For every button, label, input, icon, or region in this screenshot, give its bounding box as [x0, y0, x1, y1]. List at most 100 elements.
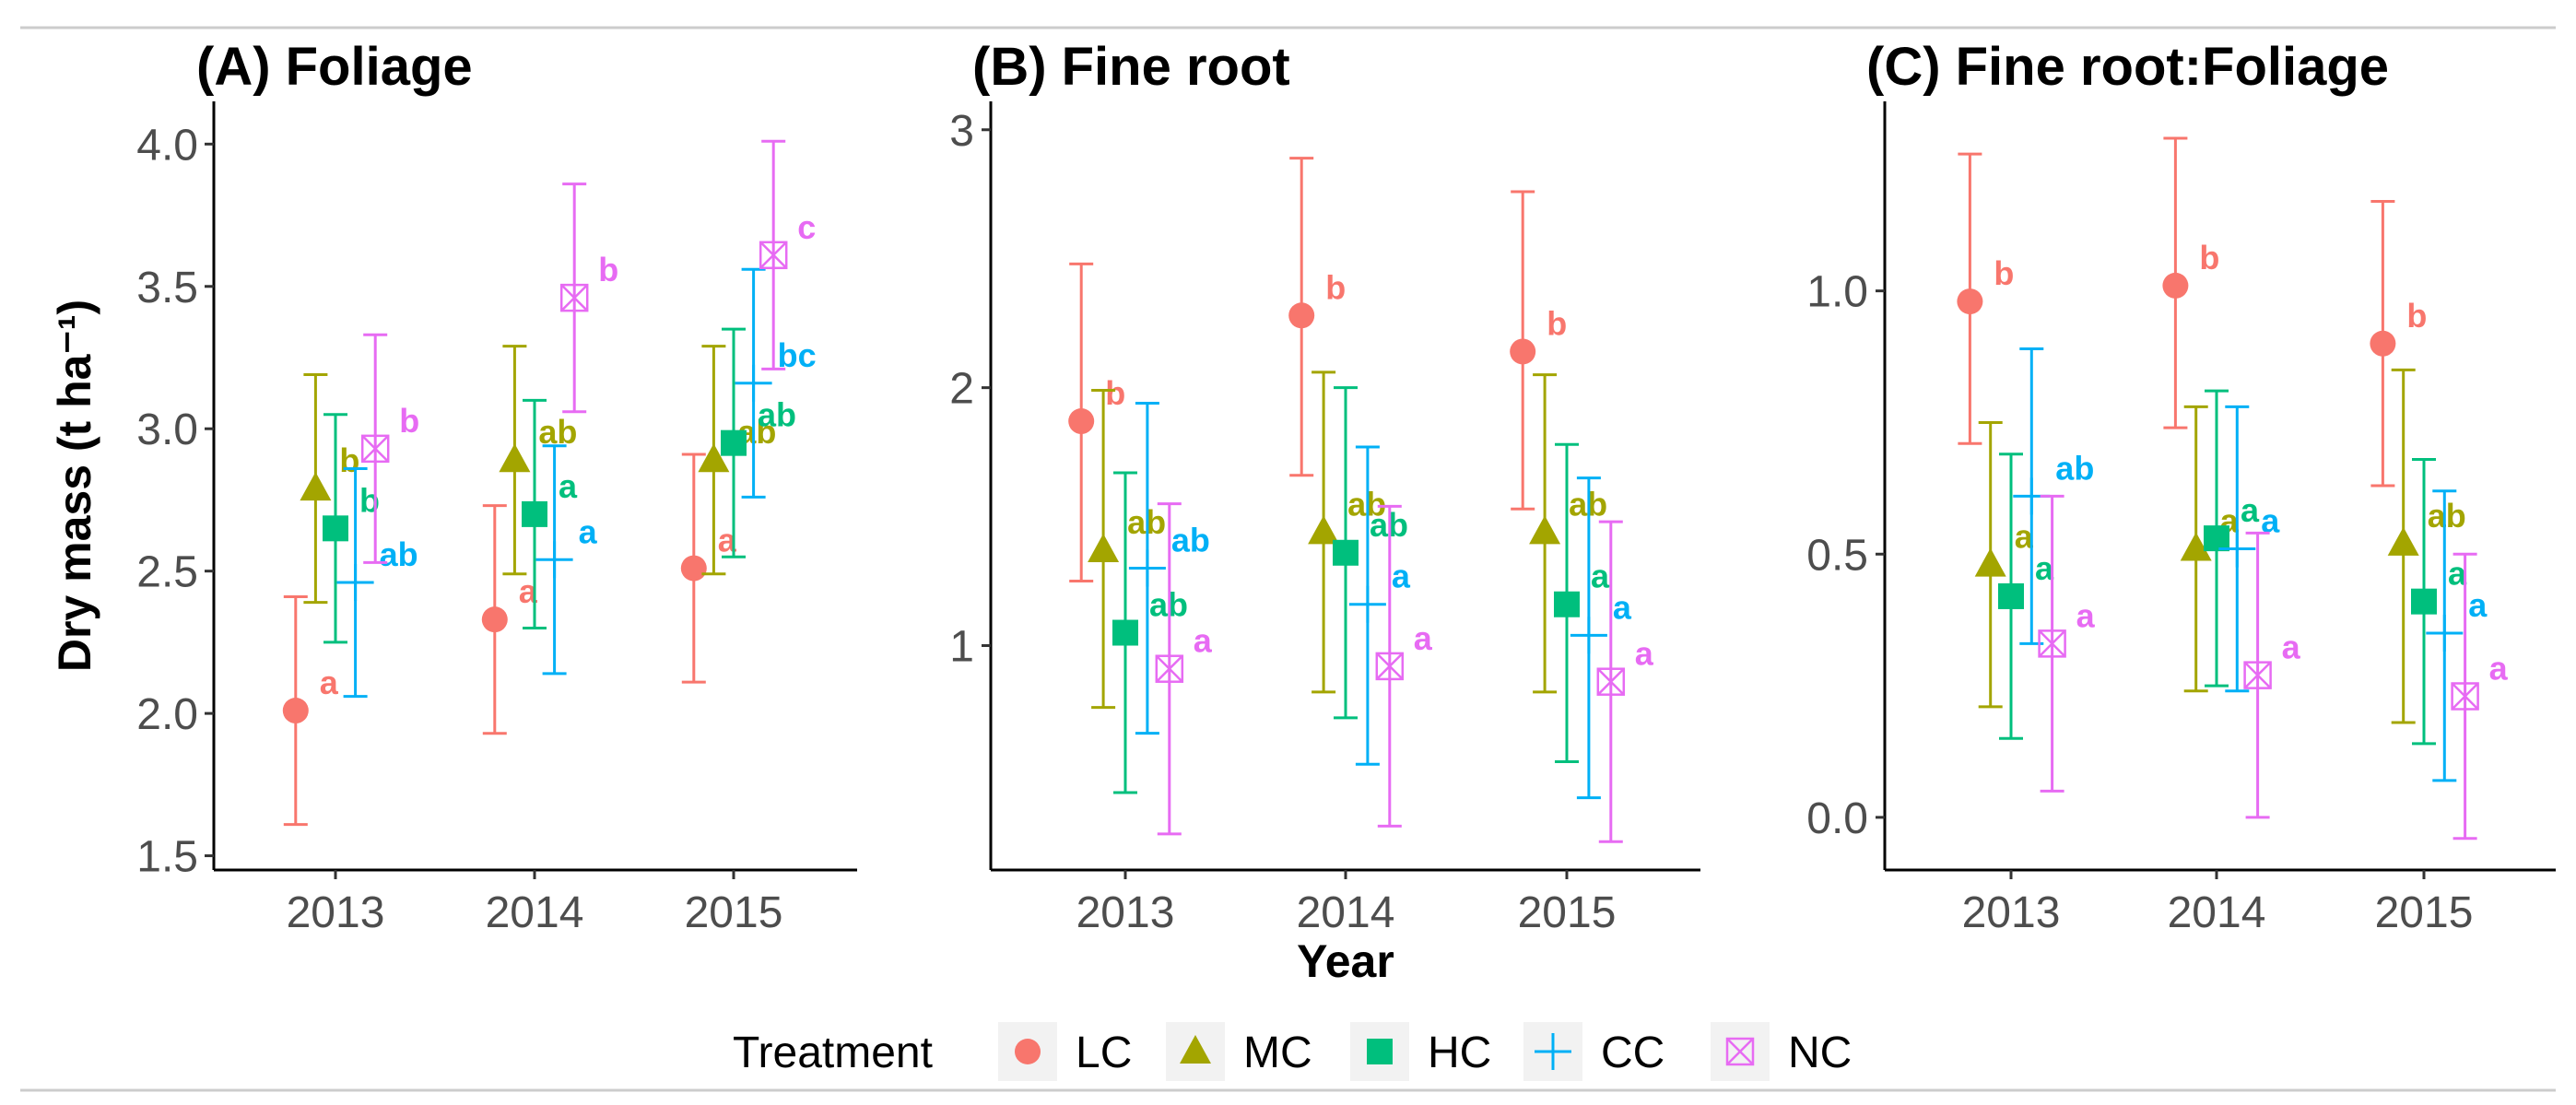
data-point-cc-2014: a [535, 444, 598, 676]
marker-mc [2180, 532, 2212, 561]
marker-lc-circle [1068, 408, 1095, 435]
marker-cc [535, 541, 573, 579]
marker-hc-square [2204, 525, 2229, 552]
marker-nc-box [2451, 682, 2479, 711]
significance-letter: a [559, 467, 578, 505]
significance-letter: b [2406, 297, 2427, 335]
legend-label: MC [1243, 1029, 1312, 1077]
data-point-cc-2015: a [1570, 476, 1632, 800]
marker-hc [721, 429, 747, 456]
panel-1: (A) Foliage 1.5 2.0 2.5 3.0 3.5 4.0 2013 2014 201… [49, 37, 857, 937]
data-point-lc-2013: a [282, 594, 339, 827]
y-tick-label: 0.5 [1806, 531, 1868, 580]
marker-hc [2204, 525, 2229, 552]
data-point-nc-2014: b [559, 182, 618, 414]
panel-title-1: (A) Foliage [196, 37, 473, 97]
y-tick-label: 3 [949, 107, 974, 156]
y-tick-label: 3.0 [136, 406, 198, 454]
marker-hc [522, 500, 547, 527]
marker-cc [336, 564, 374, 602]
marker-mc-triangle [698, 443, 730, 473]
legend-key-lc [1015, 1039, 1041, 1064]
series-mc: b ab ab [300, 345, 776, 605]
y-tick-label: 4.0 [136, 121, 198, 170]
series-lc: b b b [1068, 157, 1567, 583]
marker-cc [1570, 617, 1607, 654]
significance-letter: b [1325, 268, 1346, 306]
marker-hc-square [1554, 591, 1580, 617]
legend-item-nc: NC [1711, 1022, 1852, 1081]
data-point-cc-2014: a [2218, 405, 2280, 693]
marker-nc-box [360, 434, 390, 464]
data-point-lc-2015: a [680, 453, 737, 684]
marker-lc [282, 698, 309, 724]
data-point-lc-2015: b [1510, 190, 1567, 511]
data-point-nc-2013: b [360, 333, 419, 564]
marker-hc-square [1112, 619, 1138, 646]
significance-letter: a [2035, 549, 2054, 587]
significance-letter: ab [2055, 449, 2094, 487]
data-point-hc-2015: a [1554, 442, 1610, 763]
significance-letter: a [1591, 558, 1610, 595]
data-point-lc-2013: b [1957, 152, 2014, 445]
marker-nc-d2 [2038, 629, 2066, 658]
marker-nc-d2 [560, 284, 589, 312]
data-point-lc-2014: a [481, 504, 538, 735]
marker-mc [2387, 526, 2419, 556]
x-tick-label: 2014 [486, 888, 584, 937]
marker-mc [1088, 533, 1120, 562]
panel-title-2: (B) Fine root [972, 37, 1290, 97]
marker-mc [300, 472, 332, 501]
x-tick-label: 2014 [2168, 888, 2266, 937]
marker-nc-d2 [759, 241, 788, 269]
legend-item-cc: CC [1523, 1022, 1664, 1081]
marker-hc [1998, 582, 2024, 609]
x-tick-label: 2013 [287, 888, 385, 937]
data-point-nc-2014: a [2243, 531, 2301, 819]
significance-letter: a [2489, 649, 2509, 687]
marker-mc-triangle [1974, 547, 2006, 577]
marker-hc-square [721, 429, 747, 456]
marker-mc-triangle [499, 443, 531, 473]
marker-nc-d2 [1155, 654, 1183, 683]
y-tick-label: 3.5 [136, 264, 198, 312]
significance-letter: a [2241, 491, 2260, 529]
series-lc: b b b [1957, 136, 2427, 488]
marker-nc-d2 [1596, 667, 1625, 696]
marker-hc-square [2411, 588, 2437, 615]
legend-key-hc [1367, 1039, 1393, 1064]
marker-nc [1375, 652, 1405, 681]
legend-key-cc [1535, 1033, 1571, 1070]
data-point-nc-2014: a [1375, 504, 1433, 828]
y-tick-label: 2.5 [136, 548, 198, 597]
marker-hc-square [323, 515, 348, 542]
marker-nc-d2 [361, 434, 390, 463]
legend-item-mc: MC [1166, 1022, 1312, 1081]
marker-mc [1529, 515, 1561, 545]
significance-letter: b [1547, 304, 1567, 342]
x-tick-label: 2015 [2375, 888, 2474, 937]
marker-lc-circle [1957, 288, 1983, 315]
series-hc: b a ab [323, 327, 796, 644]
data-point-cc-2013: ab [1128, 401, 1210, 735]
marker-hc [323, 515, 348, 542]
series-nc: aaa [2038, 494, 2509, 841]
x-axis-title: Year [1297, 935, 1394, 987]
marker-lc [1068, 408, 1095, 435]
data-point-nc-2013: a [1155, 502, 1213, 836]
x-tick-label: 2014 [1297, 888, 1395, 937]
legend-label: NC [1788, 1029, 1852, 1077]
panel-title-3: (C) Fine root:Foliage [1866, 37, 2389, 97]
data-point-lc-2014: b [2162, 136, 2219, 429]
marker-nc-box [759, 241, 788, 270]
legend-key-mc-triangle [1180, 1035, 1211, 1064]
data-point-mc-2015: ab [698, 345, 776, 576]
marker-nc-d2 [1375, 652, 1404, 680]
marker-lc-circle [2370, 330, 2396, 357]
legend-key-mc [1180, 1035, 1211, 1064]
data-point-lc-2014: b [1288, 157, 1346, 477]
significance-letter: c [797, 208, 816, 246]
marker-lc [2370, 330, 2396, 357]
marker-mc-triangle [2387, 526, 2419, 556]
